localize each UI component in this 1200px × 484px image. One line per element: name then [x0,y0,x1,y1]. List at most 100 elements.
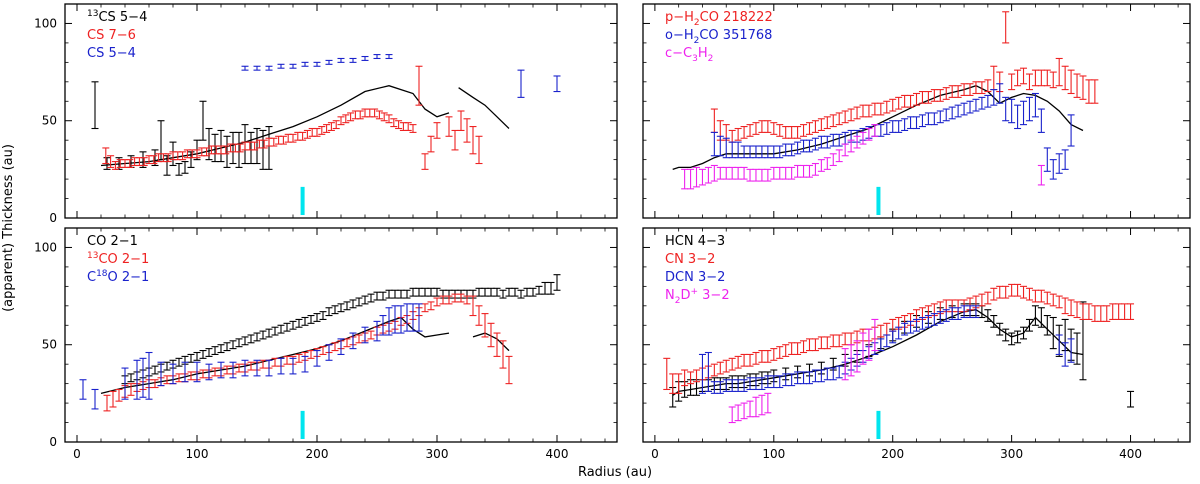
data-point [800,124,808,137]
data-point [811,369,819,383]
data-point [205,127,213,161]
data-point [337,338,345,356]
data-point [835,112,843,126]
data-point [823,157,831,170]
data-point [716,135,724,157]
data-point [722,379,730,392]
data-point [102,147,110,165]
data-point [764,392,772,414]
data-point [457,293,465,303]
data-point [1067,69,1075,95]
data-point [1079,303,1087,320]
data-point [1067,338,1075,363]
data-point [871,102,879,116]
data-point [984,79,992,93]
data-point [553,274,561,291]
data-point [313,61,321,67]
data-point [907,320,915,334]
data-point [770,145,778,159]
panels: 0 50 100 13CS 5−4 CS 7−6 CS 5−4 p−H2CO 218222o… [34,3,1191,461]
data-point [265,65,273,71]
data-point [1002,328,1010,342]
data-point [371,108,379,118]
data-point [954,85,962,98]
data-point [332,120,340,130]
data-point [817,159,825,172]
data-point [936,311,944,324]
data-point [308,127,316,137]
data-point [275,135,283,145]
data-point [373,54,381,60]
data-point [331,342,339,352]
data-point [758,377,766,391]
panel-bottom-right: 0 100 200 300 400 HCN 4−3 CN 3−2 DCN 3−2 N2D+ 3−… [642,227,1191,461]
data-point [1020,285,1028,299]
data-point [475,135,483,165]
data-point [1055,334,1063,356]
data-point [889,120,897,133]
data-point [758,394,766,416]
data-point [984,94,992,108]
data-point [972,98,980,112]
series-c-C3H2 [681,124,1045,190]
data-point [463,295,471,305]
data-point [181,161,189,174]
data-point [283,355,291,365]
data-point [823,135,831,149]
data-point [1014,104,1022,130]
data-point [1002,285,1010,299]
data-point [175,373,183,383]
data-point [710,164,718,182]
data-point [687,371,695,385]
data-point [294,131,302,141]
data-point [241,65,249,71]
data-point [829,367,837,381]
data-point [716,166,724,180]
data-point [265,328,273,338]
data-point [948,307,956,320]
data-point [157,361,165,387]
data-point [323,124,331,133]
data-point [451,129,459,151]
data-point [246,141,254,151]
panel-top-left: 0 50 100 13CS 5−4 CS 7−6 CS 5−4 [34,3,618,225]
x-tick-label: 200 [306,447,329,461]
data-point [1008,332,1016,346]
data-point [270,137,278,147]
data-point [1008,98,1016,124]
data-point [936,110,944,124]
data-point [1049,293,1057,307]
data-point [385,307,393,336]
data-point [1055,153,1063,174]
data-point [746,400,754,418]
data-point [990,287,998,301]
data-point [349,332,357,350]
legend-entry: HCN 4−3 [665,234,725,249]
data-point [236,143,244,153]
data-point [277,63,285,69]
data-point [481,313,489,338]
data-point [800,371,808,385]
data-point [841,348,849,381]
data-point [284,133,292,143]
data-point [704,351,712,392]
series-p-H2CO-218222 [710,11,1099,143]
data-point [259,359,267,369]
data-point [319,346,327,356]
data-point [247,334,255,344]
data-point [1008,73,1016,91]
data-point [397,289,405,299]
data-point [817,336,825,350]
data-point [901,322,909,336]
data-point [829,114,837,128]
data-point [301,61,309,67]
data-point [693,369,701,383]
data-point [972,81,980,95]
data-point [758,168,766,182]
data-point [829,334,837,348]
data-point [966,100,974,114]
data-point [746,168,754,182]
data-point [1031,92,1039,118]
